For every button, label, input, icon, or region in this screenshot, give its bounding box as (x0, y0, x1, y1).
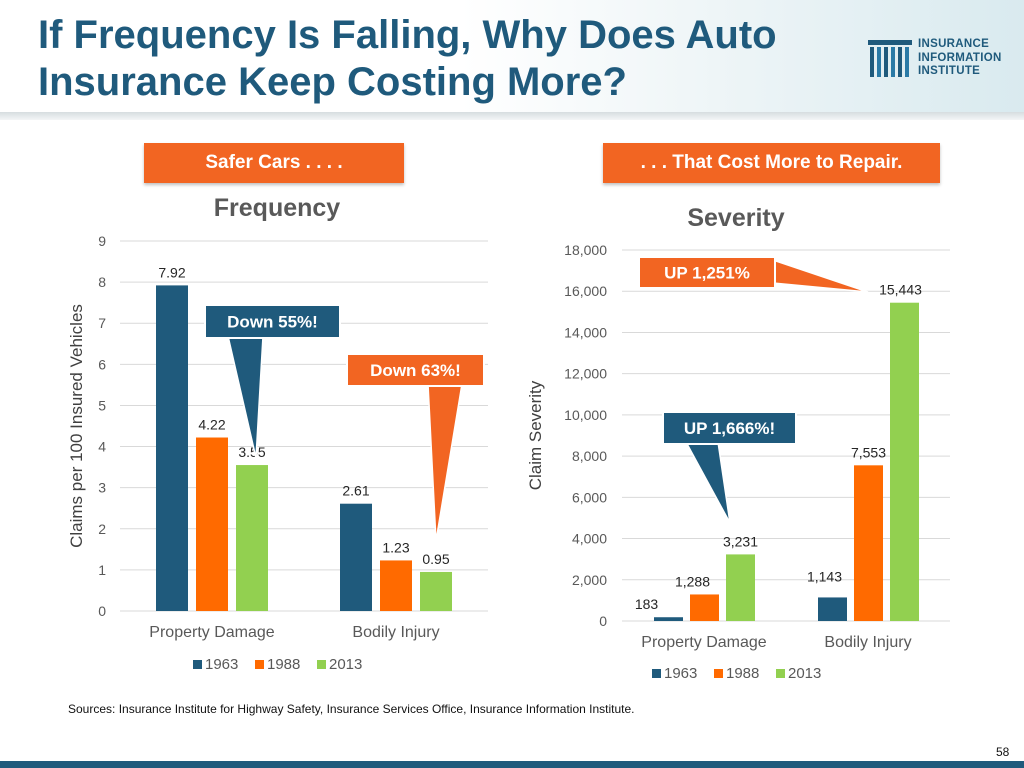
iii-logo-icon (868, 40, 912, 77)
y-tick-label: 12,000 (564, 366, 607, 382)
data-label: 1.23 (382, 539, 409, 555)
bar-2013-bodily-injury (890, 302, 919, 621)
y-tick-label: 8 (98, 274, 106, 290)
y-tick-label: 4,000 (572, 531, 607, 547)
slide-title-line-2: Insurance Keep Costing More? (38, 60, 627, 104)
data-label: 183 (635, 596, 659, 612)
bar-1963-property-damage (654, 617, 683, 621)
legend-swatch-1988 (255, 660, 264, 669)
y-tick-label: 3 (98, 480, 106, 496)
legend-label-1963: 1963 (205, 656, 238, 673)
y-tick-label: 4 (98, 439, 106, 455)
iii-logo-wordmark: INSURANCE INFORMATION INSTITUTE (918, 38, 1002, 77)
callout-up-1251-pointer (772, 258, 869, 293)
chart-title: Severity (687, 204, 784, 232)
bar-1988-bodily-injury (854, 465, 883, 621)
legend-swatch-2013 (317, 660, 326, 669)
legend-label-2013: 2013 (329, 656, 362, 673)
data-label: 1,288 (675, 573, 710, 589)
y-tick-label: 6,000 (572, 489, 607, 505)
header-divider (0, 112, 1024, 120)
y-tick-label: 7 (98, 315, 106, 331)
callout-down-55-box (204, 304, 341, 339)
legend-label-1963: 1963 (664, 665, 697, 682)
legend-swatch-1963 (193, 660, 202, 669)
callout-up-1251-box (638, 256, 776, 289)
y-tick-label: 5 (98, 397, 106, 413)
data-label: 4.22 (198, 417, 225, 433)
legend-swatch-1963 (652, 669, 661, 678)
x-category-label: Property Damage (641, 634, 766, 651)
callout-up-1251-text: UP 1,251% (664, 264, 750, 283)
legend-swatch-2013 (776, 669, 785, 678)
data-label: 2.61 (342, 483, 369, 499)
bar-1988-bodily-injury (380, 560, 412, 611)
x-category-label: Bodily Injury (352, 624, 439, 641)
data-label: 0.95 (422, 551, 449, 567)
y-tick-label: 18,000 (564, 242, 607, 258)
y-tick-label: 2 (98, 521, 106, 537)
callout-down-55-pointer (227, 335, 264, 459)
callout-down-63-box (346, 353, 485, 387)
y-tick-label: 6 (98, 356, 106, 372)
legend-label-1988: 1988 (726, 665, 759, 682)
callout-up-1666-pointer (684, 441, 731, 524)
sources-note: Sources: Insurance Institute for Highway… (68, 702, 635, 716)
y-axis-label: Claims per 100 Insured Vehicles (67, 304, 86, 548)
y-tick-label: 9 (98, 233, 106, 249)
data-label: 15,443 (879, 282, 922, 298)
severity-chart: Severity 0 2,000 4,000 6,000 8,000 10,000 12,00… (526, 204, 950, 682)
slide-title-line-1: If Frequency Is Falling, Why Does Auto (38, 13, 777, 57)
y-tick-label: 1 (98, 562, 106, 578)
bar-1963-bodily-injury (818, 597, 847, 621)
data-label: 7,553 (851, 444, 886, 460)
slide-header (0, 0, 1024, 118)
bar-1963-bodily-injury (340, 503, 372, 611)
bar-2013-property-damage (236, 465, 268, 611)
callout-down-55-text: Down 55%! (227, 313, 318, 332)
y-tick-label: 0 (599, 613, 607, 629)
slide-title: If Frequency Is Falling, Why Does Auto I… (38, 12, 858, 106)
bar-1988-property-damage (196, 437, 228, 611)
banner-safer-cars: Safer Cars . . . . (144, 143, 404, 183)
bar-1963-property-damage (156, 285, 188, 611)
bar-2013-bodily-injury (420, 571, 452, 611)
y-tick-label: 2,000 (572, 572, 607, 588)
bar-1988-property-damage (690, 594, 719, 621)
y-tick-label: 10,000 (564, 407, 607, 423)
chart-title: Frequency (214, 194, 341, 222)
data-label: 1,143 (807, 568, 842, 584)
legend-label-2013: 2013 (788, 665, 821, 682)
iii-logo: INSURANCE INFORMATION INSTITUTE (866, 38, 1016, 82)
x-category-label: Property Damage (149, 624, 274, 641)
page-number: 58 (996, 745, 1010, 759)
y-tick-label: 0 (98, 603, 106, 619)
y-tick-label: 8,000 (572, 448, 607, 464)
banner-cost-more: . . . That Cost More to Repair. (603, 143, 940, 183)
data-label: 7.92 (158, 264, 185, 280)
y-tick-label: 16,000 (564, 283, 607, 299)
callout-up-1666-box (662, 411, 797, 445)
x-category-label: Bodily Injury (824, 634, 911, 651)
callout-down-63-text: Down 63%! (370, 361, 461, 380)
y-axis-label: Claim Severity (526, 380, 545, 490)
data-label: 3.55 (238, 444, 265, 460)
callout-down-63-pointer (427, 383, 463, 542)
data-label: 3,231 (723, 533, 758, 549)
legend-label-1988: 1988 (267, 656, 300, 673)
frequency-chart: Frequency 0 1 2 3 4 5 6 7 8 9 Claims per 100 Insure… (67, 194, 488, 673)
footer-bar (0, 761, 1024, 768)
y-tick-label: 14,000 (564, 324, 607, 340)
bar-2013-property-damage (726, 554, 755, 621)
callout-up-1666-text: UP 1,666%! (684, 419, 775, 438)
legend-swatch-1988 (714, 669, 723, 678)
